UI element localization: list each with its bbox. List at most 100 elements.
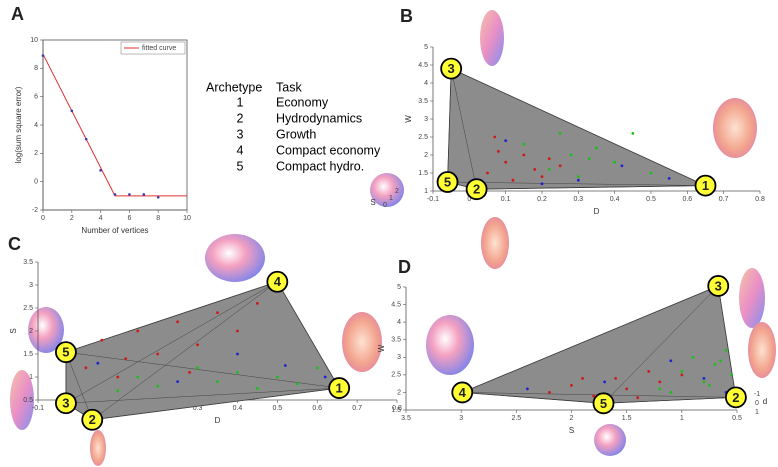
table-cell: Growth bbox=[276, 127, 316, 141]
data-point bbox=[548, 391, 551, 394]
polytope-edge bbox=[65, 387, 340, 404]
y-axis-label: S bbox=[9, 328, 18, 333]
polytope-edge bbox=[277, 281, 340, 389]
archetype-label: 4 bbox=[459, 385, 467, 400]
data-point bbox=[176, 320, 180, 324]
z-tick-label: 1 bbox=[389, 195, 393, 202]
shell bbox=[480, 10, 504, 66]
data-point bbox=[595, 146, 598, 150]
data-point bbox=[176, 380, 180, 383]
data-point bbox=[156, 195, 160, 199]
y-tick-label: 6 bbox=[34, 94, 38, 101]
polytope-edge bbox=[462, 392, 604, 404]
archetype-marker bbox=[465, 178, 488, 201]
data-point bbox=[41, 54, 45, 57]
x-tick-label: 1.5 bbox=[622, 415, 632, 422]
y-tick-label: 3 bbox=[424, 116, 428, 123]
archetype-label: 3 bbox=[448, 61, 455, 76]
y-tick-label: 1 bbox=[29, 374, 33, 381]
data-point bbox=[669, 359, 673, 363]
data-point bbox=[649, 171, 653, 175]
data-point bbox=[323, 375, 327, 379]
archetype-marker bbox=[328, 377, 351, 399]
table-cell: Compact hydro. bbox=[276, 159, 364, 173]
shell bbox=[426, 315, 474, 375]
archetype-label: 5 bbox=[600, 396, 607, 411]
shell bbox=[342, 312, 382, 372]
archetype-marker bbox=[436, 171, 459, 193]
x-tick-label: 6 bbox=[127, 215, 131, 222]
z-axis-label: S bbox=[370, 198, 375, 207]
x-tick-label: 0.8 bbox=[392, 405, 402, 412]
archetype-label: 2 bbox=[89, 412, 96, 427]
y-tick-label: 10 bbox=[30, 37, 38, 44]
data-point bbox=[522, 153, 526, 157]
panel-label: C bbox=[8, 234, 21, 254]
polytope-edge bbox=[717, 285, 737, 398]
plot-frame bbox=[42, 39, 188, 211]
archetype-polytope bbox=[447, 67, 706, 190]
panel-c: C-0.100.10.20.30.40.50.60.70.80.511.522.… bbox=[8, 234, 402, 431]
table-cell: 5 bbox=[237, 159, 244, 173]
y-tick-label: 4.5 bbox=[418, 62, 428, 69]
data-point bbox=[504, 139, 508, 143]
x-tick-label: 0.1 bbox=[501, 196, 511, 203]
panel-label: D bbox=[398, 257, 411, 277]
x-tick-label: 0.4 bbox=[610, 196, 620, 203]
table-cell: Compact economy bbox=[276, 143, 381, 157]
data-point bbox=[702, 376, 706, 380]
polytope-edge bbox=[447, 68, 452, 183]
data-point bbox=[493, 135, 497, 139]
x-tick-label: 0.7 bbox=[352, 405, 362, 412]
panel-d: D 3.5 3 2.5 2 1.5 1 0.5 1.5 2 2.5 3 3.5 4 4.5 5 S Wd-1 0 1 3… bbox=[377, 257, 767, 435]
x-axis-label: D bbox=[594, 207, 600, 216]
polytope-edge bbox=[450, 68, 477, 190]
data-point bbox=[315, 366, 319, 370]
archetype-marker bbox=[451, 381, 474, 404]
z-tick-label: 1 bbox=[755, 409, 759, 416]
z-tick-label: -1 bbox=[754, 391, 760, 398]
data-point bbox=[581, 376, 584, 380]
x-tick-label: 0.6 bbox=[682, 196, 692, 203]
archetype-label: 2 bbox=[732, 390, 739, 405]
x-tick-label: 1 bbox=[680, 415, 684, 422]
shell bbox=[748, 322, 776, 378]
data-point bbox=[84, 366, 88, 370]
data-point bbox=[236, 329, 239, 333]
y-axis-label: W bbox=[377, 344, 386, 352]
archetype-label: 4 bbox=[274, 274, 282, 289]
data-point bbox=[569, 153, 573, 157]
archetype-marker bbox=[55, 341, 77, 364]
archetype-marker bbox=[440, 57, 463, 80]
data-point bbox=[702, 380, 706, 384]
polytope-edge bbox=[447, 181, 706, 186]
data-point bbox=[613, 160, 617, 164]
x-tick-label: 0 bbox=[41, 215, 45, 222]
shell bbox=[739, 268, 765, 328]
data-point bbox=[486, 171, 489, 175]
archetype-label: 5 bbox=[444, 174, 451, 189]
x-axis-label: S bbox=[569, 426, 574, 435]
y-tick-label: 2 bbox=[34, 150, 38, 157]
data-point bbox=[156, 352, 160, 356]
table-header: Task bbox=[276, 80, 302, 94]
y-tick-label: 3.5 bbox=[23, 259, 33, 266]
data-point bbox=[547, 157, 551, 161]
data-point bbox=[522, 142, 526, 146]
data-point bbox=[525, 387, 529, 391]
y-tick-label: 1.5 bbox=[391, 407, 401, 414]
table-cell: 2 bbox=[237, 111, 244, 125]
x-tick-label: 0.5 bbox=[646, 196, 656, 203]
polytope-edge bbox=[476, 185, 706, 190]
x-tick-label: -0.1 bbox=[32, 405, 44, 412]
z-tick-label: 0 bbox=[755, 400, 759, 407]
data-point bbox=[99, 169, 102, 172]
data-point bbox=[592, 394, 595, 398]
y-tick-label: 3.5 bbox=[418, 98, 428, 105]
shell-illustrations bbox=[10, 10, 776, 466]
polytope-edge bbox=[92, 281, 278, 420]
data-point bbox=[116, 375, 120, 379]
y-axis-label: W bbox=[404, 115, 413, 123]
x-tick-label: 3 bbox=[459, 415, 463, 422]
